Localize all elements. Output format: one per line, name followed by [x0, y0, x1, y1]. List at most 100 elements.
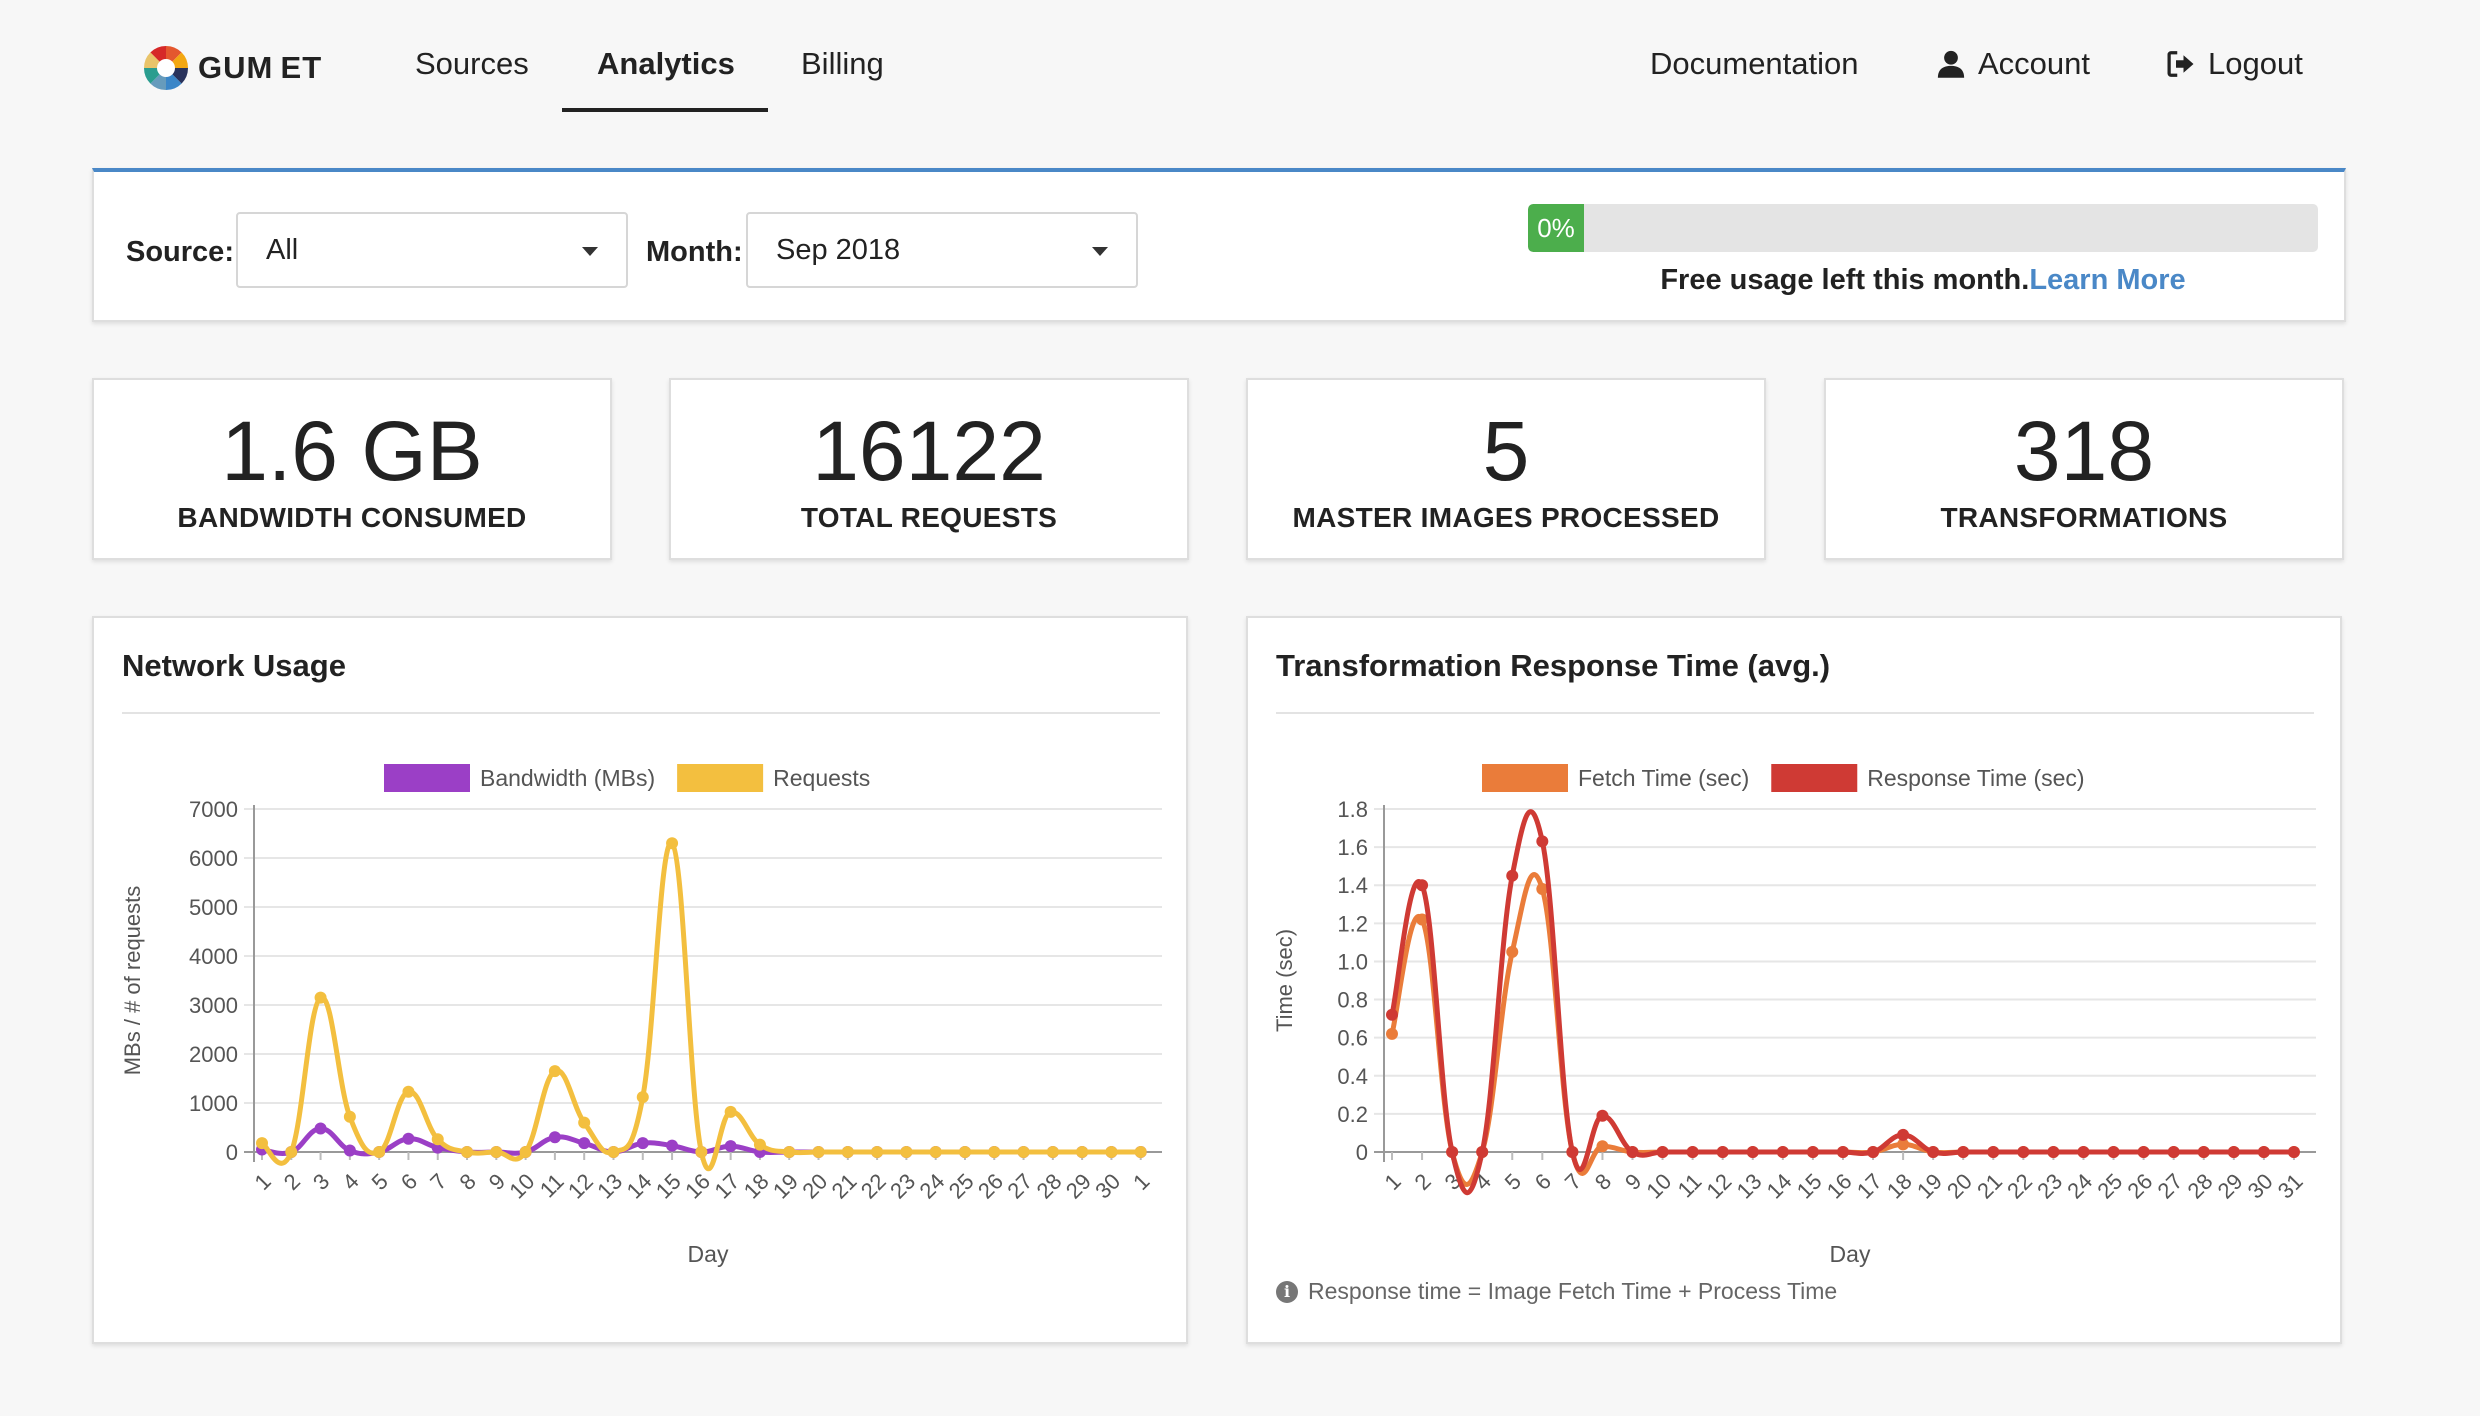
- data-point: [607, 1146, 620, 1158]
- data-point: [548, 1065, 561, 1078]
- y-tick-label: 1.0: [1337, 949, 1368, 974]
- data-point: [1596, 1109, 1609, 1122]
- y-tick-label: 5000: [189, 895, 238, 920]
- x-tick-label: 3: [308, 1169, 334, 1195]
- data-point: [812, 1146, 825, 1158]
- month-label: Month:: [646, 236, 743, 268]
- x-axis-title: Day: [688, 1241, 729, 1267]
- y-tick-label: 0: [226, 1140, 238, 1165]
- logo-icon: [143, 45, 189, 91]
- logout-label: Logout: [2208, 46, 2303, 81]
- data-point: [1626, 1146, 1639, 1158]
- data-point: [666, 1139, 679, 1152]
- data-point: [958, 1146, 971, 1158]
- data-point: [402, 1132, 415, 1145]
- y-tick-label: 0: [1356, 1140, 1368, 1165]
- stat-label: TOTAL REQUESTS: [800, 502, 1058, 533]
- legend-swatch: [384, 764, 470, 792]
- response-time-card: Transformation Response Time (avg.) 0 0.2…: [1246, 616, 2342, 1344]
- top-navbar: GUM ET Sources Analytics Billing Documen…: [0, 0, 2480, 135]
- data-point: [1867, 1146, 1880, 1158]
- nav-billing[interactable]: Billing: [801, 46, 884, 81]
- data-point: [1046, 1146, 1059, 1158]
- y-axis-title: Time (sec): [1272, 929, 1297, 1032]
- active-tab-indicator: [562, 108, 768, 112]
- data-point: [1105, 1146, 1118, 1158]
- data-point: [1836, 1146, 1849, 1158]
- stat-label: BANDWIDTH CONSUMED: [177, 502, 527, 533]
- usage-progress-bar: 0%: [1528, 204, 2318, 252]
- data-point: [1716, 1146, 1729, 1158]
- response-time-note: i Response time = Image Fetch Time + Pro…: [1276, 1278, 1837, 1305]
- y-tick-label: 2000: [189, 1042, 238, 1067]
- chevron-down-icon: [1092, 247, 1108, 256]
- data-point: [1506, 869, 1519, 882]
- stat-value: 1.6 GB: [221, 404, 483, 498]
- data-point: [2017, 1146, 2030, 1158]
- legend-label: Bandwidth (MBs): [480, 765, 655, 791]
- x-tick-label: 31: [2273, 1169, 2308, 1204]
- stat-label: TRANSFORMATIONS: [1940, 502, 2228, 533]
- network-usage-card: Network Usage 0 1000 2000 3000 4000 5000 6000 7…: [92, 616, 1188, 1344]
- data-point: [578, 1116, 591, 1129]
- source-select[interactable]: All: [236, 212, 628, 288]
- y-tick-label: 0.6: [1337, 1026, 1368, 1051]
- data-point: [695, 1146, 708, 1158]
- x-tick-label: 9: [1620, 1169, 1646, 1195]
- response-time-chart: 00.20.40.60.81.01.21.41.61.81 2 3 4 5 6 7 8 9101…: [1272, 764, 2316, 1267]
- data-point: [1446, 1146, 1459, 1158]
- nav-logout[interactable]: Logout: [2166, 46, 2303, 82]
- account-label: Account: [1978, 46, 2091, 81]
- chart-title: Network Usage: [122, 648, 346, 683]
- logo[interactable]: GUM ET: [142, 44, 322, 92]
- data-point: [402, 1085, 415, 1098]
- y-tick-label: 6000: [189, 846, 238, 871]
- data-point: [519, 1146, 532, 1158]
- x-tick-label: 1: [1128, 1169, 1154, 1195]
- month-select[interactable]: Sep 2018: [746, 212, 1138, 288]
- nav-analytics[interactable]: Analytics: [597, 46, 735, 81]
- nav-account[interactable]: Account: [1936, 46, 2090, 82]
- nav-sources[interactable]: Sources: [415, 46, 529, 81]
- data-point: [1927, 1146, 1940, 1158]
- info-icon: i: [1276, 1280, 1298, 1303]
- y-axis-title: MBs / # of requests: [120, 886, 145, 1076]
- legend-label: Response Time (sec): [1867, 765, 2084, 791]
- x-tick-label: 10: [1641, 1169, 1676, 1204]
- y-tick-label: 1000: [189, 1091, 238, 1116]
- x-tick-label: 6: [1530, 1169, 1556, 1195]
- y-tick-label: 7000: [189, 797, 238, 822]
- data-point: [841, 1146, 854, 1158]
- data-point: [461, 1146, 474, 1158]
- data-point: [1536, 835, 1549, 848]
- data-point: [724, 1105, 737, 1118]
- data-point: [1566, 1146, 1579, 1158]
- data-point: [1476, 1146, 1489, 1158]
- learn-more-link[interactable]: Learn More: [2029, 264, 2186, 296]
- nav-documentation[interactable]: Documentation: [1650, 46, 1859, 81]
- chevron-down-icon: [582, 247, 598, 256]
- data-point: [929, 1146, 942, 1158]
- data-point: [373, 1146, 386, 1158]
- stat-label: MASTER IMAGES PROCESSED: [1292, 502, 1720, 533]
- data-point: [2197, 1146, 2210, 1158]
- data-point: [1506, 945, 1519, 958]
- y-tick-label: 1.6: [1337, 835, 1368, 860]
- y-tick-label: 3000: [189, 993, 238, 1018]
- data-point: [1987, 1146, 2000, 1158]
- stat-value: 5: [1482, 404, 1530, 498]
- y-tick-label: 0.8: [1337, 988, 1368, 1013]
- data-point: [1386, 1027, 1398, 1040]
- stat-card-bandwidth: 1.6 GB BANDWIDTH CONSUMED: [92, 378, 612, 560]
- data-point: [343, 1110, 356, 1123]
- data-point: [1686, 1146, 1699, 1158]
- logo-text: GUM ET: [198, 50, 323, 85]
- user-icon: [1937, 50, 1965, 78]
- month-select-value: Sep 2018: [776, 233, 901, 266]
- x-tick-label: 7: [425, 1169, 451, 1195]
- stat-card-requests: 16122 TOTAL REQUESTS: [669, 378, 1189, 560]
- x-tick-label: 2: [279, 1169, 305, 1195]
- data-point: [2287, 1146, 2300, 1158]
- source-select-value: All: [266, 233, 299, 266]
- logout-icon: [2167, 51, 2194, 77]
